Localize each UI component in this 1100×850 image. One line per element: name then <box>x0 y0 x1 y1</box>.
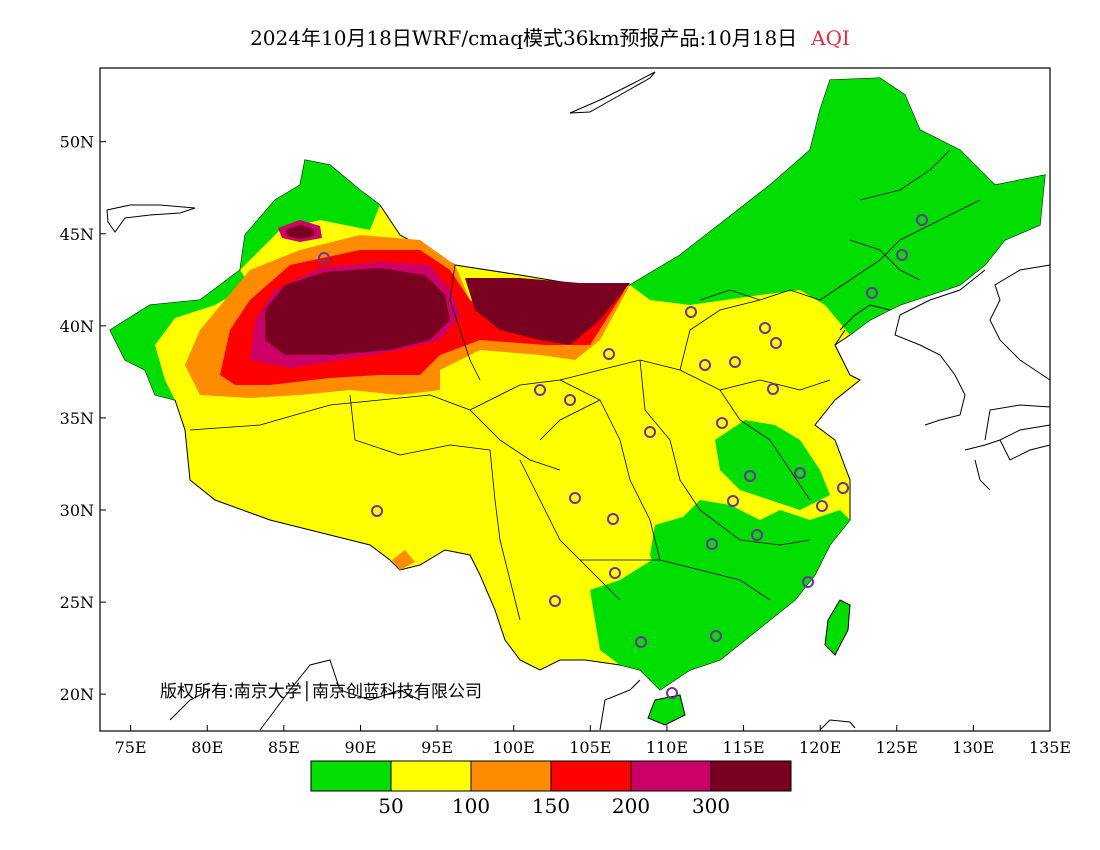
site-marker <box>549 595 561 607</box>
green-region-northwest <box>240 160 380 270</box>
site-marker <box>564 394 576 406</box>
legend-label: 50 <box>378 794 403 818</box>
site-marker <box>666 687 678 699</box>
lon-tick-label: 75E <box>115 738 147 757</box>
lon-tick-label: 120E <box>799 738 841 757</box>
site-marker <box>727 495 739 507</box>
coastlines <box>106 71 1051 731</box>
green-region-taiwan <box>824 599 851 656</box>
site-marker <box>816 500 828 512</box>
site-markers <box>318 214 928 699</box>
site-marker <box>802 576 814 588</box>
lon-tick-label: 125E <box>876 738 918 757</box>
copyright-text: 版权所有:南京大学│南京创蓝科技有限公司 <box>160 681 482 702</box>
site-marker <box>318 252 330 264</box>
site-marker <box>603 348 615 360</box>
aqi-legend: 50 100 150 200 300 <box>310 760 792 818</box>
site-marker <box>685 306 697 318</box>
lat-tick-label: 20N <box>60 685 94 704</box>
lon-tick-label: 80E <box>191 738 223 757</box>
site-marker <box>607 513 619 525</box>
site-marker <box>371 505 383 517</box>
legend-label: 300 <box>692 794 730 818</box>
lat-tick-label: 40N <box>60 317 94 336</box>
site-marker <box>569 492 581 504</box>
site-marker <box>866 287 878 299</box>
legend-swatch <box>390 760 472 792</box>
site-marker <box>635 636 647 648</box>
title-text: 2024年10月18日WRF/cmaq模式36km预报产品:10月18日 <box>250 26 798 50</box>
legend-swatch <box>550 760 632 792</box>
legend-swatch <box>710 760 792 792</box>
site-marker <box>759 322 771 334</box>
lon-tick-label: 105E <box>569 738 611 757</box>
lon-tick-label: 135E <box>1029 738 1071 757</box>
legend-label: 100 <box>452 794 490 818</box>
site-marker <box>699 359 711 371</box>
map-frame <box>99 67 1051 732</box>
legend-label: 200 <box>612 794 650 818</box>
map-title: 2024年10月18日WRF/cmaq模式36km预报产品:10月18日 AQI <box>0 22 1100 51</box>
lon-tick-label: 90E <box>344 738 376 757</box>
longitude-axis: 75E 80E 85E 90E 95E 100E 105E 110E 115E 120E 125E 1… <box>115 725 1071 757</box>
site-marker <box>609 567 621 579</box>
lon-tick-label: 95E <box>421 738 453 757</box>
legend-swatch <box>470 760 552 792</box>
lat-tick-label: 25N <box>60 593 94 612</box>
lon-tick-label: 115E <box>722 738 764 757</box>
green-region-hunan <box>650 515 720 600</box>
province-boundaries <box>189 149 981 621</box>
maroon-spot-north <box>286 225 314 239</box>
site-marker <box>729 356 741 368</box>
site-marker <box>710 630 722 642</box>
site-marker <box>794 467 806 479</box>
lat-tick-label: 50N <box>60 133 94 152</box>
lon-tick-label: 100E <box>493 738 535 757</box>
lat-tick-label: 35N <box>60 409 94 428</box>
lon-tick-label: 110E <box>646 738 688 757</box>
site-marker <box>767 383 779 395</box>
maroon-region <box>265 268 450 355</box>
site-marker <box>751 529 763 541</box>
green-region-west <box>110 270 250 400</box>
site-marker <box>706 538 718 550</box>
latitude-axis: 20N 25N 30N 35N 40N 45N 50N <box>60 133 106 704</box>
site-marker <box>716 417 728 429</box>
orange-spot-tibet <box>392 550 415 570</box>
site-marker <box>744 470 756 482</box>
lat-tick-label: 45N <box>60 225 94 244</box>
site-marker <box>916 214 928 226</box>
product-label: AQI <box>811 26 850 50</box>
maroon-region-east <box>465 278 630 345</box>
legend-label: 150 <box>532 794 570 818</box>
site-marker <box>770 337 782 349</box>
lat-tick-label: 30N <box>60 501 94 520</box>
site-marker <box>644 426 656 438</box>
legend-swatch <box>630 760 712 792</box>
lon-tick-label: 85E <box>268 738 300 757</box>
legend-swatch <box>310 760 392 792</box>
site-marker <box>534 384 546 396</box>
lon-tick-label: 130E <box>952 738 994 757</box>
green-region-south <box>590 500 850 690</box>
site-marker <box>837 482 849 494</box>
site-marker <box>896 249 908 261</box>
green-region-northeast <box>630 78 1045 335</box>
